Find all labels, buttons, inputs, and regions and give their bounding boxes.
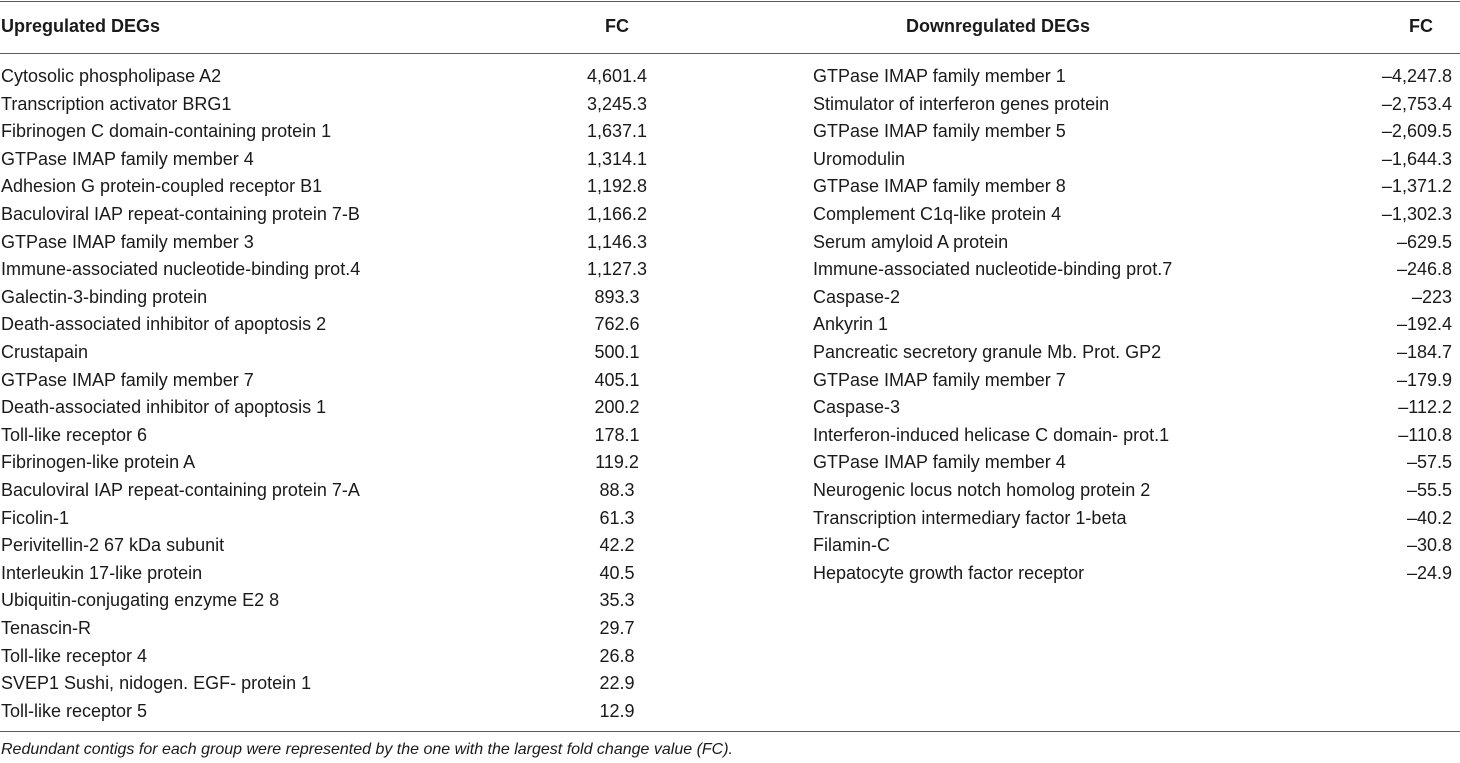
down-gene-name: Hepatocyte growth factor receptor xyxy=(813,562,1085,583)
down-fold-change: –179.9 xyxy=(1396,369,1452,390)
down-fold-change: –40.2 xyxy=(1406,507,1452,528)
up-gene-name: Toll-like receptor 5 xyxy=(1,700,148,721)
up-gene-name: Death-associated inhibitor of apoptosis … xyxy=(1,397,327,418)
down-gene-name: Transcription intermediary factor 1-beta xyxy=(813,507,1127,528)
down-fold-change: –4,247.8 xyxy=(1381,66,1452,86)
header-upregulated: Upregulated DEGs xyxy=(1,16,161,36)
up-gene-name: Cytosolic phospholipase A2 xyxy=(1,66,222,86)
up-fold-change: 405.1 xyxy=(594,369,640,390)
table-footnote: Redundant contigs for each group were re… xyxy=(1,741,733,758)
up-fold-change: 1,192.8 xyxy=(586,176,648,197)
up-gene-name: Ubiquitin-conjugating enzyme E2 8 xyxy=(1,590,280,611)
up-fold-change: 1,127.3 xyxy=(586,259,648,280)
up-fold-change: 1,166.2 xyxy=(586,204,648,224)
down-fold-change: –55.5 xyxy=(1406,480,1452,500)
down-fold-change: –112.2 xyxy=(1398,397,1452,418)
down-gene-name: Neurogenic locus notch homolog protein 2 xyxy=(813,480,1151,500)
up-gene-name: GTPase IMAP family member 3 xyxy=(1,231,254,252)
up-fold-change: 1,637.1 xyxy=(586,121,648,142)
down-fold-change: –1,302.3 xyxy=(1381,204,1452,224)
header-downregulated: Downregulated DEGs xyxy=(906,16,1091,36)
up-gene-name: Adhesion G protein-coupled receptor B1 xyxy=(1,176,323,197)
down-fold-change: –57.5 xyxy=(1406,452,1452,473)
down-fold-change: –2,753.4 xyxy=(1381,93,1452,114)
down-fold-change: –184.7 xyxy=(1396,342,1452,362)
down-gene-name: GTPase IMAP family member 7 xyxy=(813,369,1066,390)
down-fold-change: –2,609.5 xyxy=(1381,121,1452,142)
up-fold-change: 35.3 xyxy=(599,590,635,611)
table-top-rule xyxy=(0,1,1460,2)
down-gene-name: Complement C1q-like protein 4 xyxy=(813,204,1062,224)
header-down-fc: FC xyxy=(1409,16,1433,36)
down-gene-name: Caspase-3 xyxy=(813,397,901,418)
up-fold-change: 42.2 xyxy=(599,535,635,556)
down-fold-change: –24.9 xyxy=(1406,562,1452,583)
down-fold-change: –223 xyxy=(1411,286,1452,307)
up-fold-change: 61.3 xyxy=(599,507,635,528)
up-fold-change: 1,146.3 xyxy=(586,231,648,252)
down-fold-change: –246.8 xyxy=(1396,259,1452,280)
down-fold-change: –30.8 xyxy=(1406,535,1452,556)
down-gene-name: Filamin-C xyxy=(813,535,891,556)
down-gene-name: Pancreatic secretory granule Mb. Prot. G… xyxy=(813,342,1162,362)
down-fold-change: –629.5 xyxy=(1396,231,1452,252)
up-gene-name: Galectin-3-binding protein xyxy=(1,286,208,307)
up-fold-change: 1,314.1 xyxy=(586,148,648,169)
up-fold-change: 4,601.4 xyxy=(586,66,648,86)
up-fold-change: 500.1 xyxy=(594,342,640,362)
down-gene-name: Interferon-induced helicase C domain- pr… xyxy=(813,424,1170,445)
down-fold-change: –1,644.3 xyxy=(1381,148,1452,169)
down-gene-name: Stimulator of interferon genes protein xyxy=(813,93,1110,114)
up-fold-change: 200.2 xyxy=(594,397,640,418)
table-bottom-rule xyxy=(0,731,1460,732)
up-fold-change: 29.7 xyxy=(599,618,635,638)
up-gene-name: Interleukin 17-like protein xyxy=(1,562,203,583)
up-fold-change: 26.8 xyxy=(599,645,635,666)
up-gene-name: GTPase IMAP family member 4 xyxy=(1,148,254,169)
up-gene-name: Baculoviral IAP repeat-containing protei… xyxy=(1,480,360,500)
up-fold-change: 88.3 xyxy=(599,480,635,500)
header-up-fc: FC xyxy=(605,16,629,36)
up-fold-change: 893.3 xyxy=(594,286,640,307)
up-gene-name: SVEP1 Sushi, nidogen. EGF- protein 1 xyxy=(1,673,312,694)
down-gene-name: GTPase IMAP family member 5 xyxy=(813,121,1066,142)
up-gene-name: Perivitellin-2 67 kDa subunit xyxy=(1,535,225,556)
up-gene-name: Tenascin-R xyxy=(1,618,92,638)
up-gene-name: Crustapain xyxy=(1,342,89,362)
up-fold-change: 12.9 xyxy=(599,700,635,721)
up-fold-change: 762.6 xyxy=(594,314,640,335)
up-fold-change: 119.2 xyxy=(595,452,639,473)
up-gene-name: Fibrinogen C domain-containing protein 1 xyxy=(1,121,332,142)
down-fold-change: –110.8 xyxy=(1398,424,1452,445)
down-gene-name: Caspase-2 xyxy=(813,286,901,307)
down-gene-name: Uromodulin xyxy=(813,148,906,169)
down-gene-name: Serum amyloid A protein xyxy=(813,231,1009,252)
up-gene-name: GTPase IMAP family member 7 xyxy=(1,369,254,390)
up-gene-name: Fibrinogen-like protein A xyxy=(1,452,196,473)
up-gene-name: Death-associated inhibitor of apoptosis … xyxy=(1,314,327,335)
up-fold-change: 3,245.3 xyxy=(586,93,648,114)
down-gene-name: GTPase IMAP family member 1 xyxy=(813,66,1066,86)
down-gene-name: GTPase IMAP family member 8 xyxy=(813,176,1066,197)
down-gene-name: Immune-associated nucleotide-binding pro… xyxy=(813,259,1173,280)
up-gene-name: Toll-like receptor 6 xyxy=(1,424,148,445)
up-gene-name: Baculoviral IAP repeat-containing protei… xyxy=(1,204,360,224)
up-gene-name: Immune-associated nucleotide-binding pro… xyxy=(1,259,361,280)
down-gene-name: GTPase IMAP family member 4 xyxy=(813,452,1066,473)
up-gene-name: Ficolin-1 xyxy=(1,507,70,528)
up-gene-name: Transcription activator BRG1 xyxy=(1,93,232,114)
up-gene-name: Toll-like receptor 4 xyxy=(1,645,148,666)
down-fold-change: –192.4 xyxy=(1396,314,1452,335)
up-fold-change: 178.1 xyxy=(594,424,640,445)
down-fold-change: –1,371.2 xyxy=(1381,176,1452,197)
table-header-rule xyxy=(0,53,1460,54)
up-fold-change: 40.5 xyxy=(599,562,635,583)
down-gene-name: Ankyrin 1 xyxy=(813,314,889,335)
up-fold-change: 22.9 xyxy=(599,673,635,694)
